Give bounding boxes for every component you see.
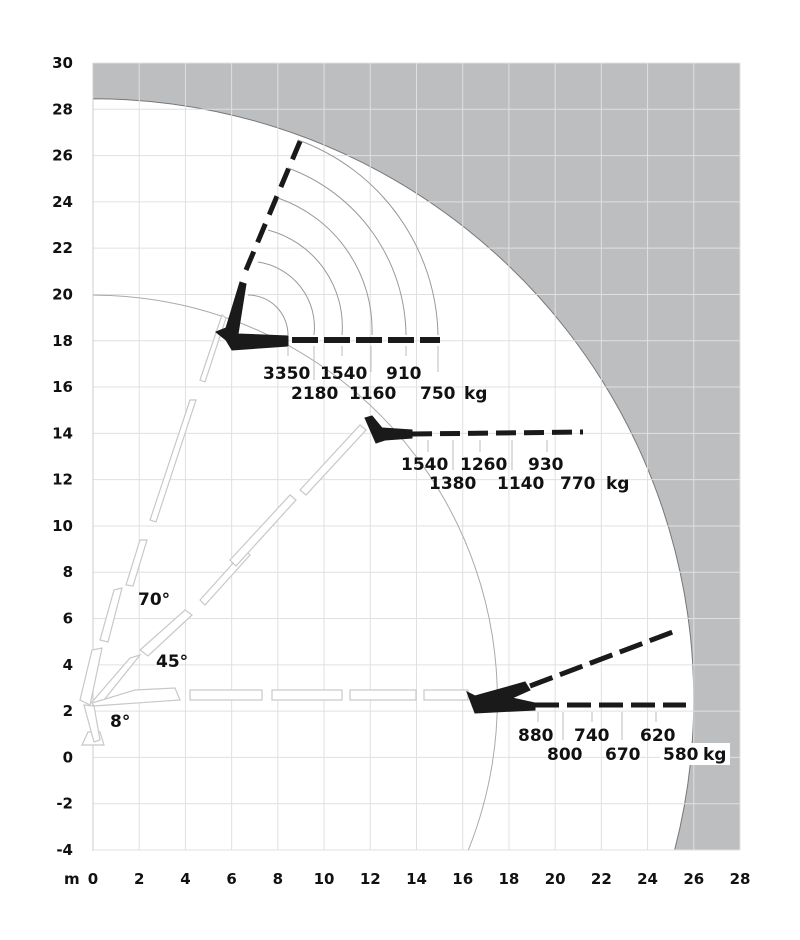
y-tick-label: 20 <box>52 285 73 303</box>
y-tick-label: 6 <box>63 610 73 628</box>
x-tick-label: 2 <box>134 870 144 888</box>
x-tick-label: 10 <box>314 870 335 888</box>
svg-text:770: 770 <box>560 474 596 494</box>
y-tick-label: -4 <box>56 841 73 859</box>
y-tick-label: 8 <box>63 563 73 581</box>
y-tick-label: 16 <box>52 378 73 396</box>
svg-text:620: 620 <box>640 726 676 746</box>
svg-text:800: 800 <box>547 745 583 765</box>
y-tick-label: 2 <box>63 702 73 720</box>
x-tick-label: 12 <box>360 870 381 888</box>
y-tick-label: 12 <box>52 471 73 489</box>
load-labels-top: 3350 1540 910 2180 1160 750 kg <box>263 364 487 404</box>
svg-text:1540: 1540 <box>401 455 448 475</box>
svg-text:1160: 1160 <box>349 384 396 404</box>
x-tick-label: 24 <box>637 870 658 888</box>
x-unit-label: m <box>64 870 80 888</box>
x-tick-label: 28 <box>730 870 751 888</box>
y-tick-label: 30 <box>52 54 73 72</box>
y-tick-label: 18 <box>52 332 73 350</box>
angle-label-45: 45° <box>156 652 188 672</box>
boom-position-middle <box>364 415 584 470</box>
y-tick-label: 26 <box>52 147 73 165</box>
svg-text:670: 670 <box>605 745 641 765</box>
angle-label-8: 8° <box>110 712 130 732</box>
x-tick-label: 26 <box>683 870 704 888</box>
main-boom-reach-arc <box>92 294 498 851</box>
x-tick-label: 0 <box>88 870 98 888</box>
svg-text:750: 750 <box>420 384 456 404</box>
y-tick-label: 14 <box>52 424 73 442</box>
svg-text:1260: 1260 <box>460 455 507 475</box>
load-labels-bottom: 880 740 620 800 670 580 kg <box>518 726 730 765</box>
y-tick-label: 24 <box>52 193 73 211</box>
svg-text:880: 880 <box>518 726 554 746</box>
y-tick-label: 0 <box>63 748 73 766</box>
boom-position-bottom <box>466 627 686 740</box>
folded-boom-outlines <box>79 314 469 746</box>
svg-text:580: 580 <box>663 745 699 765</box>
svg-text:740: 740 <box>574 726 610 746</box>
svg-text:3350: 3350 <box>263 364 310 384</box>
svg-text:kg: kg <box>606 474 629 494</box>
x-tick-label: 16 <box>452 870 473 888</box>
svg-text:1140: 1140 <box>497 474 544 494</box>
y-tick-label: -2 <box>56 795 73 813</box>
x-tick-label: 14 <box>406 870 427 888</box>
svg-text:910: 910 <box>386 364 422 384</box>
svg-text:kg: kg <box>703 745 726 765</box>
y-tick-label: 22 <box>52 239 73 257</box>
angle-label-70: 70° <box>138 590 170 610</box>
svg-text:1380: 1380 <box>429 474 476 494</box>
svg-text:kg: kg <box>464 384 487 404</box>
x-tick-label: 22 <box>591 870 612 888</box>
x-tick-label: 8 <box>273 870 283 888</box>
y-tick-label: 4 <box>63 656 73 674</box>
svg-text:2180: 2180 <box>291 384 338 404</box>
y-tick-label: 28 <box>52 100 73 118</box>
boom-position-top <box>215 138 440 380</box>
svg-text:930: 930 <box>528 455 564 475</box>
x-tick-label: 4 <box>180 870 190 888</box>
x-tick-label: 6 <box>226 870 236 888</box>
x-tick-label: 20 <box>545 870 566 888</box>
x-tick-label: 18 <box>498 870 519 888</box>
y-tick-label: 10 <box>52 517 73 535</box>
load-labels-middle: 1540 1260 930 1380 1140 770 kg <box>401 455 629 494</box>
svg-text:1540: 1540 <box>320 364 367 384</box>
